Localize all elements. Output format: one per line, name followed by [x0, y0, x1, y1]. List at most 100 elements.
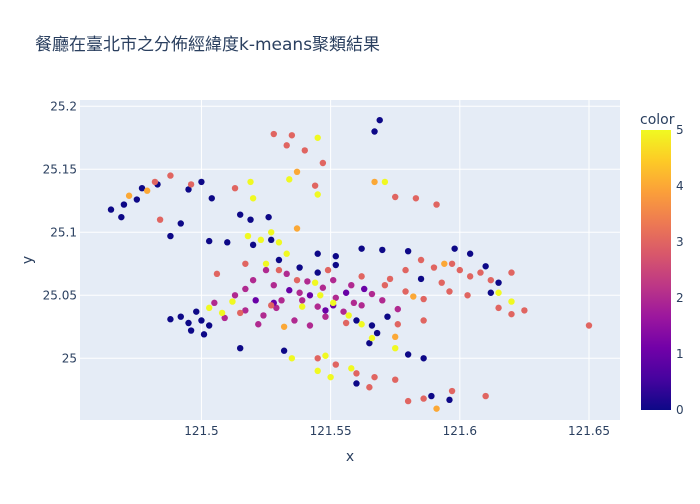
data-point [314, 355, 321, 362]
data-point [392, 333, 399, 341]
data-point [420, 295, 427, 303]
data-point [293, 168, 301, 176]
data-point [200, 331, 208, 338]
data-point [451, 245, 458, 252]
data-point [420, 355, 427, 362]
data-point [420, 317, 427, 324]
data-point [247, 216, 254, 223]
data-point [270, 281, 277, 289]
data-point [314, 191, 321, 198]
data-point [353, 317, 360, 324]
data-point [340, 308, 347, 315]
data-point [482, 263, 489, 270]
data-point [482, 392, 489, 400]
data-point [213, 270, 221, 278]
data-point [332, 294, 339, 301]
y-tick-label: 25.2 [50, 99, 77, 113]
data-point [275, 239, 283, 246]
data-point [433, 201, 440, 208]
data-point [438, 279, 445, 286]
data-point [317, 292, 324, 299]
data-point [330, 299, 337, 307]
data-point [342, 319, 350, 327]
data-point [177, 313, 184, 320]
colorbar-tick-label: 3 [676, 235, 684, 249]
colorbar [641, 130, 671, 410]
data-point [371, 178, 378, 186]
data-point [255, 321, 262, 328]
data-point [402, 266, 409, 274]
data-point [358, 321, 365, 328]
data-point [218, 309, 226, 317]
data-point [404, 247, 412, 255]
data-point [249, 195, 257, 202]
plot-background [80, 100, 620, 420]
data-point [262, 260, 270, 267]
data-point [322, 313, 329, 320]
data-point [466, 273, 474, 280]
data-point [185, 319, 192, 327]
data-point [187, 181, 195, 188]
data-point [311, 182, 319, 189]
data-point [133, 196, 141, 203]
data-point [314, 250, 321, 257]
data-point [187, 327, 195, 334]
data-point [327, 373, 334, 381]
data-point [381, 281, 389, 289]
data-point [198, 178, 205, 186]
data-point [348, 281, 355, 289]
data-point [262, 266, 270, 274]
data-point [330, 276, 337, 284]
x-axis-ticks: 121.5 121.55 121.6 121.65 [184, 424, 610, 438]
data-point [371, 128, 378, 135]
data-point [319, 159, 327, 167]
data-point [236, 309, 244, 317]
data-point [379, 246, 386, 254]
data-point [125, 192, 133, 199]
colorbar-tick-label: 1 [676, 347, 684, 361]
data-point [205, 304, 213, 312]
data-point [373, 329, 381, 337]
data-point [430, 264, 438, 271]
data-point [368, 290, 376, 298]
data-point [291, 317, 298, 324]
data-point [441, 260, 448, 267]
data-point [242, 260, 249, 267]
data-point [394, 305, 401, 313]
data-point [495, 279, 502, 286]
data-point [332, 361, 339, 368]
data-point [301, 147, 308, 154]
data-point [322, 307, 329, 314]
data-point [314, 367, 321, 375]
chart-title: 餐廳在臺北市之分佈經緯度k-means聚類結果 [35, 35, 380, 55]
data-point [288, 355, 296, 362]
data-point [221, 314, 228, 322]
data-point [376, 116, 383, 124]
data-point [345, 312, 352, 319]
data-point [366, 384, 373, 391]
data-point [487, 289, 495, 296]
data-point [120, 201, 128, 208]
data-point [353, 380, 360, 387]
data-point [322, 352, 329, 359]
data-point [410, 293, 417, 300]
data-point [273, 304, 280, 312]
data-point [283, 142, 290, 149]
data-point [386, 275, 394, 283]
data-point [314, 269, 321, 276]
x-tick-label: 121.5 [184, 424, 218, 438]
data-point [314, 303, 321, 310]
data-point [314, 134, 321, 141]
data-point [361, 285, 368, 293]
data-point [205, 322, 213, 329]
data-point [296, 289, 303, 296]
data-point [286, 176, 293, 183]
data-point [585, 322, 593, 329]
data-point [464, 292, 471, 299]
data-point [392, 344, 399, 352]
data-point [167, 172, 174, 179]
data-point [252, 297, 259, 304]
data-point [412, 195, 420, 202]
x-axis-title: x [346, 449, 354, 465]
